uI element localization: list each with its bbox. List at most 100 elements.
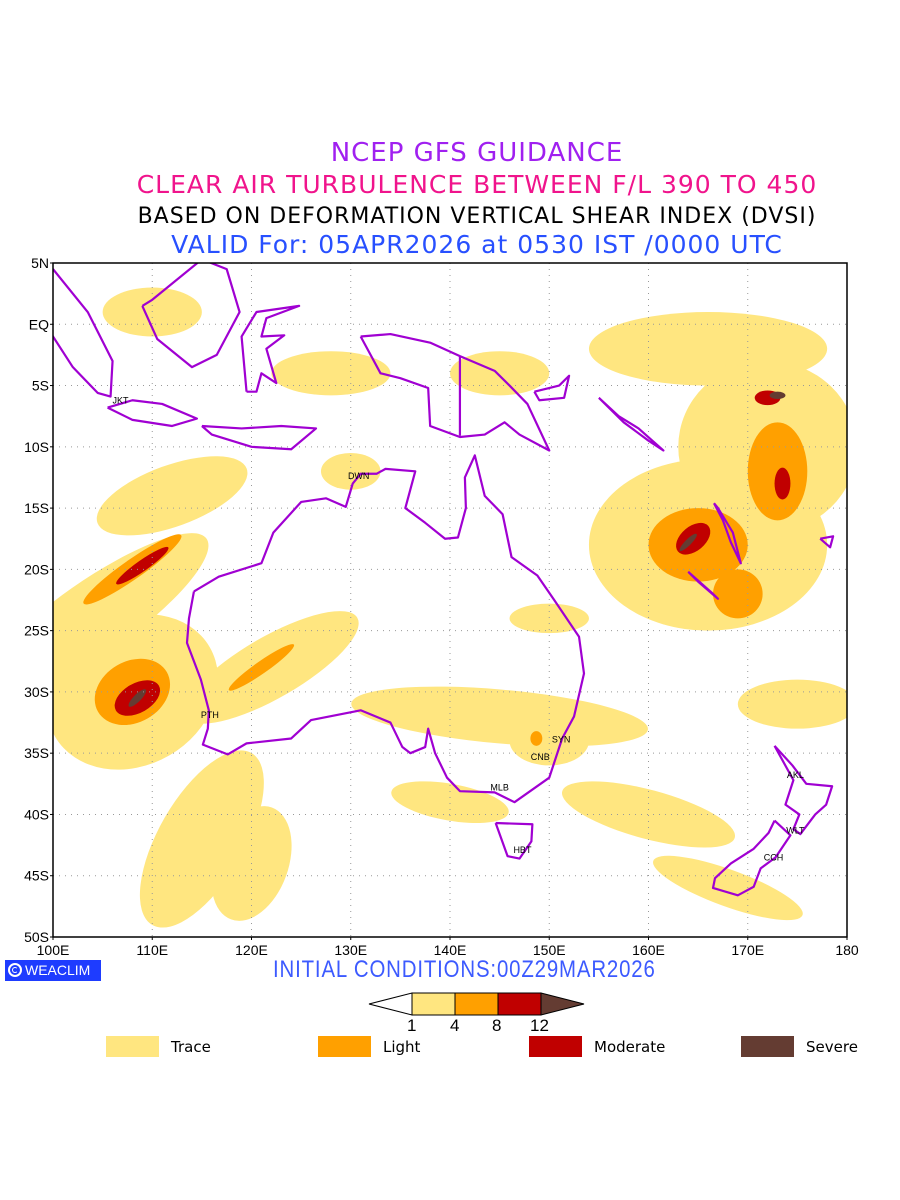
lon-label: 100E xyxy=(37,942,70,958)
turbulence-area-severe xyxy=(679,533,697,552)
city-label-syn: SYN xyxy=(552,735,571,745)
weaclim-logo: WEACLIM xyxy=(5,960,101,981)
turbulence-area-trace xyxy=(737,679,847,729)
coastlines xyxy=(53,263,835,897)
turbulence-area-light xyxy=(228,644,295,691)
lat-label: EQ xyxy=(29,316,49,332)
coastline-new-guinea xyxy=(359,332,551,452)
turbulence-area-moderate xyxy=(774,467,791,500)
turbulence-area-light xyxy=(530,731,543,746)
copyright-icon xyxy=(8,963,22,977)
lat-label: 30S xyxy=(24,684,49,700)
city-label-cnb: CNB xyxy=(531,752,550,762)
lat-label: 15S xyxy=(24,500,49,516)
lon-label: 150E xyxy=(533,942,566,958)
lon-label: 160E xyxy=(632,942,665,958)
city-label-dwn: DWN xyxy=(348,471,370,481)
coastline-solomons xyxy=(598,396,665,452)
lon-label: 120E xyxy=(235,942,268,958)
coastline-borneo xyxy=(141,263,241,369)
colorbar-tick: 8 xyxy=(492,1016,502,1035)
grid-lines xyxy=(53,263,847,937)
legend-label: Trace xyxy=(171,1037,211,1056)
colorbar-below-arrow xyxy=(368,992,413,1016)
lat-label: 20S xyxy=(24,561,49,577)
lat-label: 35S xyxy=(24,745,49,761)
turbulence-area-light xyxy=(713,569,763,619)
coastline-new-caledonia xyxy=(687,570,720,600)
turbulence-area-trace xyxy=(53,533,209,704)
legend-label: Light xyxy=(383,1037,421,1056)
coastline-sumatra xyxy=(53,268,114,398)
lat-label: 50S xyxy=(24,929,49,945)
city-label-akl: AKL xyxy=(787,770,804,780)
turbulence-area-trace xyxy=(271,351,391,396)
city-label-pth: PTH xyxy=(201,710,219,720)
coastline-australia xyxy=(185,454,586,804)
title-method: BASED ON DEFORMATION VERTICAL SHEAR INDE… xyxy=(137,204,817,229)
colorbar xyxy=(368,992,585,1016)
turbulence-area-trace xyxy=(561,781,736,848)
brand-name: WEACLIM xyxy=(25,962,91,978)
initial-conditions: INITIAL CONDITIONS:00Z29MAR2026 xyxy=(273,956,656,983)
legend-swatch xyxy=(741,1036,794,1057)
lon-label: 170E xyxy=(731,942,764,958)
coastline-java xyxy=(107,399,199,428)
colorbar-tick: 12 xyxy=(530,1016,549,1035)
title-model: NCEP GFS GUIDANCE xyxy=(330,138,624,168)
lon-label: 130E xyxy=(334,942,367,958)
colorbar-tick: 1 xyxy=(407,1016,417,1035)
coastline-lesser-sunda xyxy=(201,424,318,451)
city-label-jkt: JKT xyxy=(112,395,129,405)
colorbar-severe-arrow xyxy=(540,992,585,1016)
turbulence-area-trace xyxy=(509,603,589,634)
legend-label: Severe xyxy=(806,1037,858,1056)
coastline-new-britain xyxy=(533,374,571,402)
coastline-vanuatu xyxy=(713,502,742,565)
lat-label: 5S xyxy=(32,378,49,394)
turbulence-area-trace xyxy=(588,312,828,386)
lat-label: 25S xyxy=(24,623,49,639)
legend-label: Moderate xyxy=(594,1037,666,1056)
turbulence-area-severe xyxy=(769,391,786,400)
turbulence-field xyxy=(53,287,847,928)
legend-light: Light xyxy=(318,1036,420,1057)
turbulence-area-trace xyxy=(351,686,648,747)
colorbar-moderate xyxy=(497,992,542,1016)
turbulence-area-moderate xyxy=(116,546,169,585)
city-label-mlb: MLB xyxy=(490,782,509,792)
lon-label: 140E xyxy=(434,942,467,958)
legend-moderate: Moderate xyxy=(529,1036,665,1057)
title-product: CLEAR AIR TURBULENCE BETWEEN F/L 390 TO … xyxy=(136,170,818,199)
legend-swatch xyxy=(529,1036,582,1057)
colorbar-light xyxy=(454,992,499,1016)
turbulence-area-trace xyxy=(102,287,202,337)
coastline-nz-north xyxy=(773,745,834,836)
turbulence-area-trace xyxy=(96,456,248,536)
colorbar-tick: 4 xyxy=(450,1016,460,1035)
coastline-nz-south xyxy=(711,819,792,897)
legend-trace: Trace xyxy=(106,1036,211,1057)
turbulence-area-trace xyxy=(320,452,381,490)
lat-label: 45S xyxy=(24,868,49,884)
title-valid-time: VALID For: 05APR2026 at 0530 IST /0000 U… xyxy=(171,230,783,259)
turbulence-area-trace xyxy=(653,855,803,921)
legend-severe: Severe xyxy=(741,1036,858,1057)
colorbar-trace xyxy=(411,992,456,1016)
legend-swatch xyxy=(318,1036,371,1057)
city-label-wlt: WLT xyxy=(786,825,805,835)
turbulence-area-severe xyxy=(128,689,147,707)
legend-swatch xyxy=(106,1036,159,1057)
coastline-tasmania xyxy=(494,821,534,860)
lon-label: 180 xyxy=(835,942,859,958)
coastline-fiji xyxy=(819,535,835,549)
lon-label: 110E xyxy=(136,942,168,958)
lat-label: 40S xyxy=(24,806,49,822)
coastline-sulawesi xyxy=(240,304,301,393)
city-label-cch: CCH xyxy=(764,852,784,862)
city-label-hbt: HBT xyxy=(513,845,532,855)
lat-label: 5N xyxy=(31,255,49,271)
